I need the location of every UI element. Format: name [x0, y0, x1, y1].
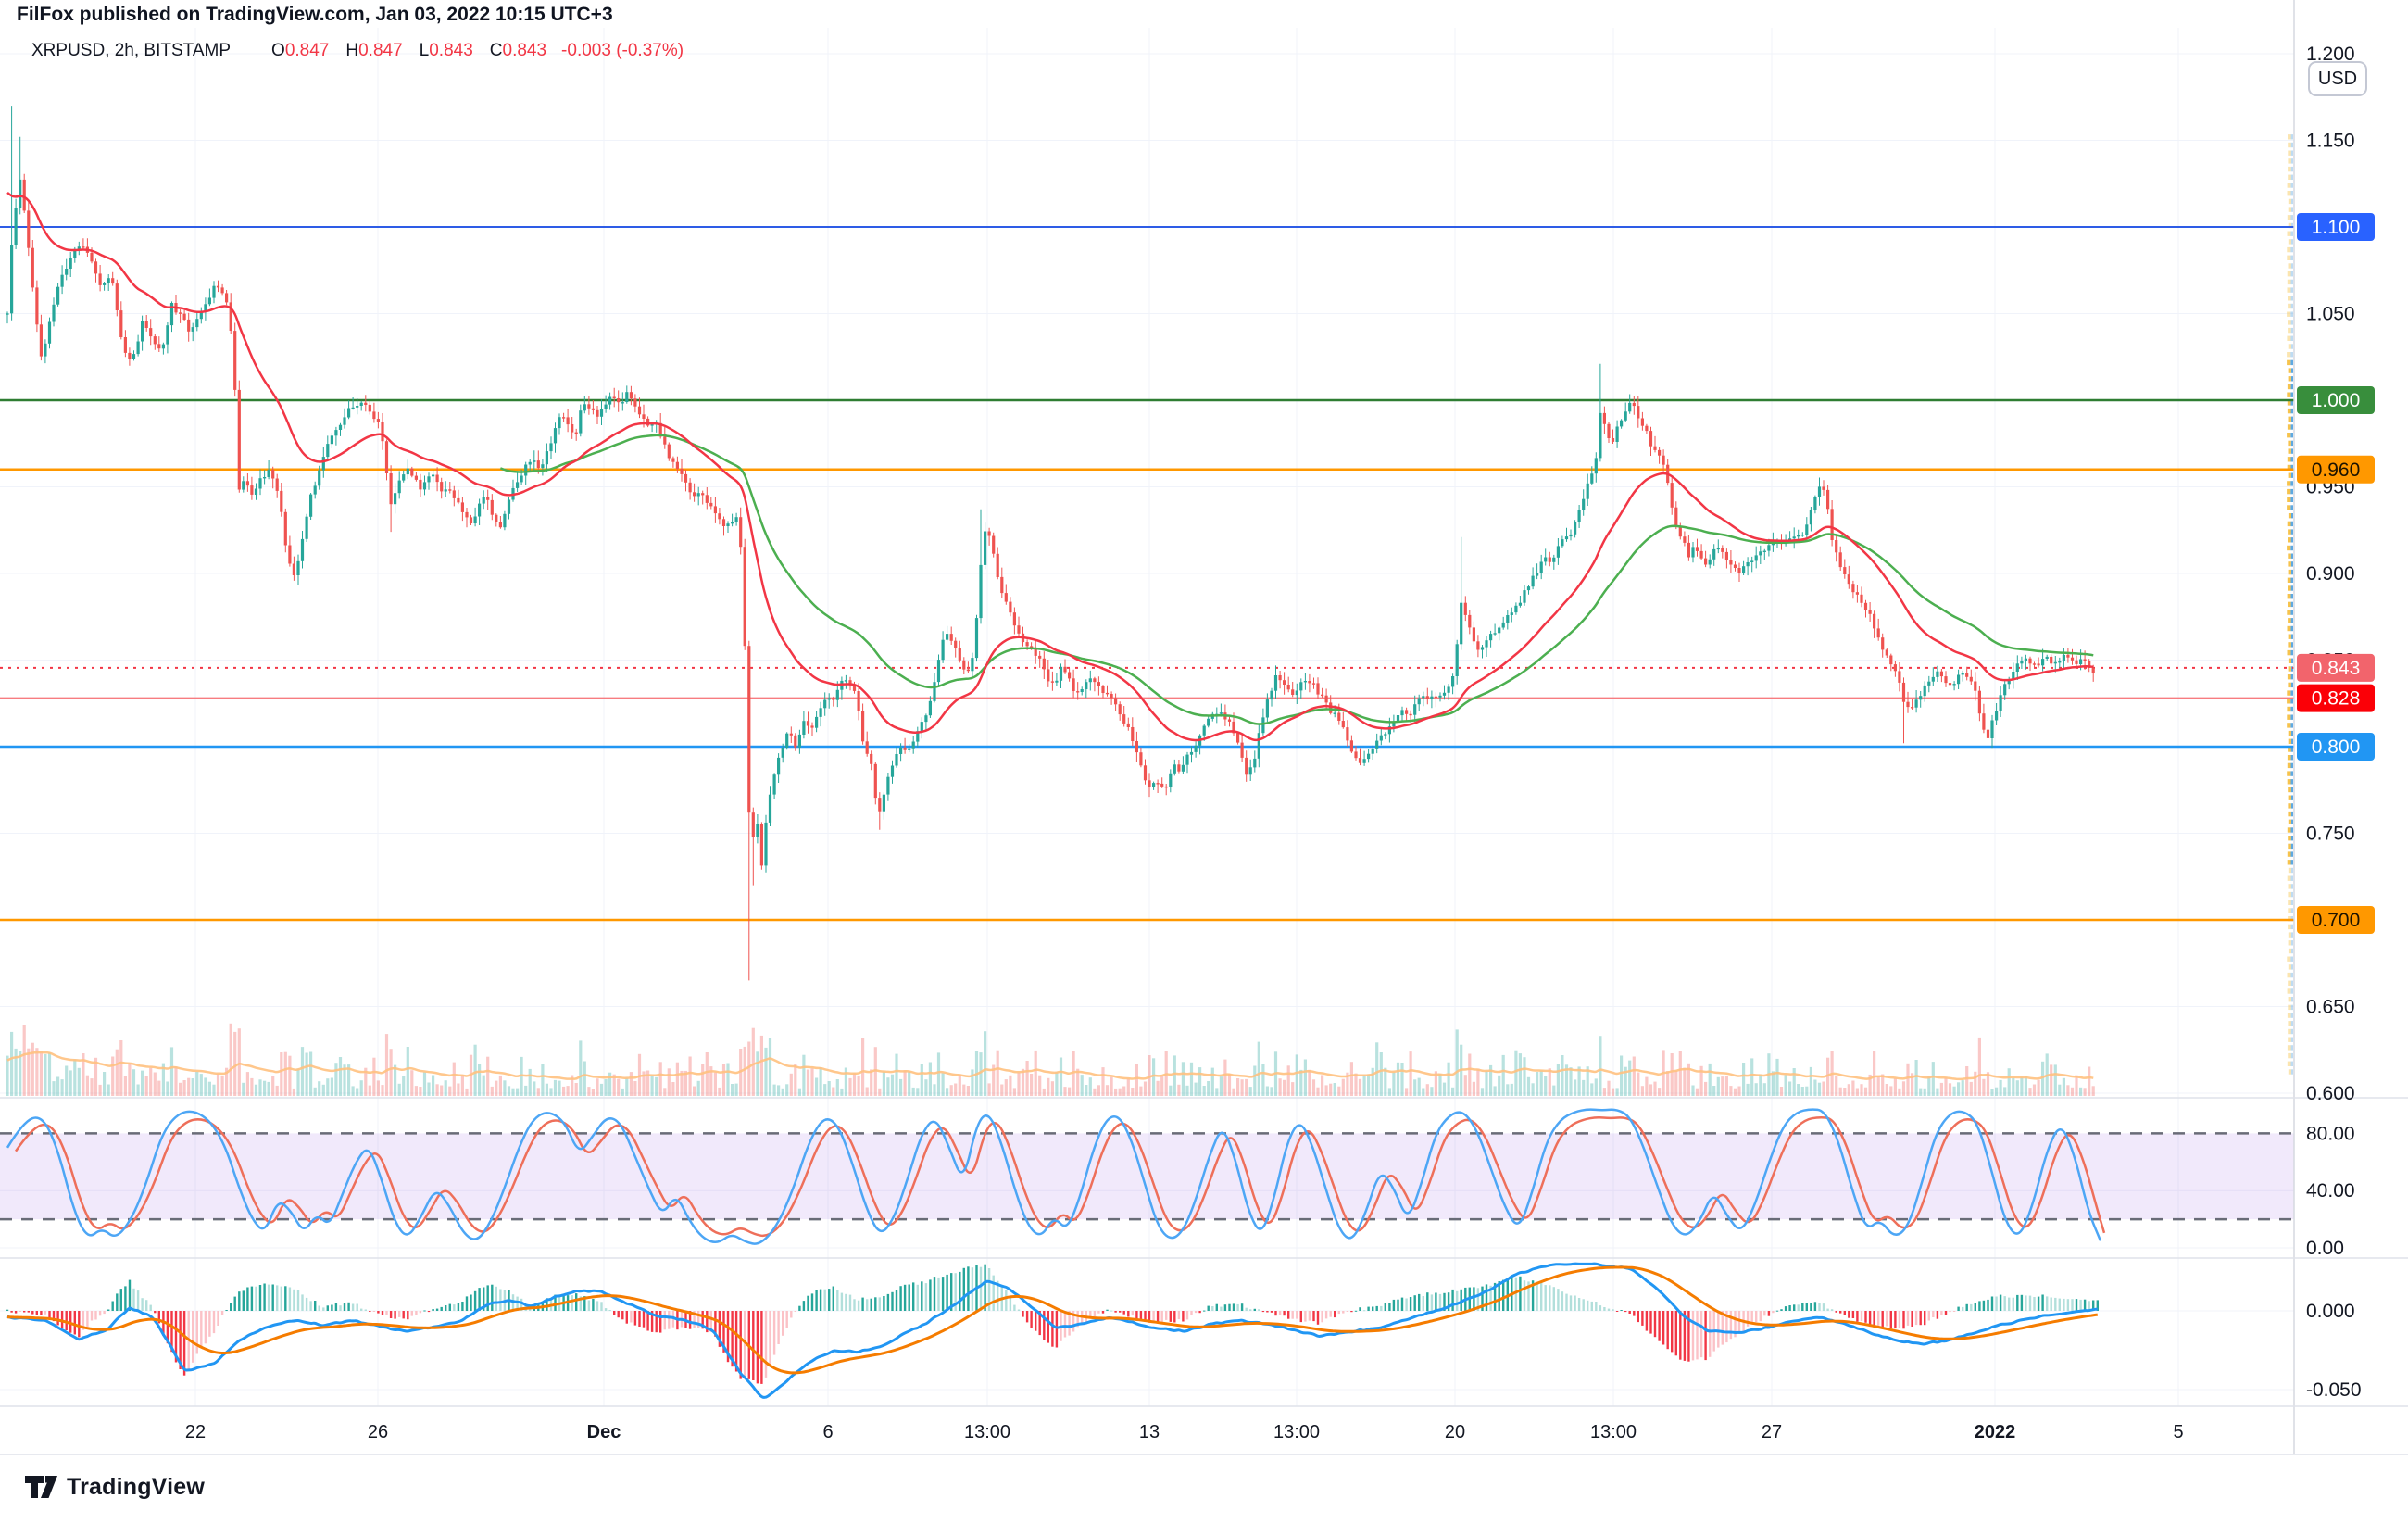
time-label-13:00[interactable]: 13:00 [1590, 1422, 1637, 1442]
time-label-13:00[interactable]: 13:00 [1273, 1422, 1320, 1442]
ma-fast-line [6, 191, 2094, 742]
axis-label-0.843: 0.843 [2297, 653, 2375, 682]
axis-label-0.700: 0.700 [2297, 906, 2375, 934]
stoch-tick: 40.00 [2306, 1180, 2355, 1202]
time-label-22[interactable]: 22 [185, 1422, 206, 1442]
low-value: 0.843 [429, 41, 473, 60]
close-value: 0.843 [502, 41, 547, 60]
change-value: -0.003 (-0.37%) [561, 41, 684, 60]
axis-label-0.800: 0.800 [2297, 733, 2375, 761]
volume-bars [6, 1023, 2095, 1097]
level-lines[interactable] [0, 226, 2294, 922]
time-label-2022[interactable]: 2022 [1975, 1422, 2016, 1442]
low-label: L [419, 41, 430, 60]
price-tick[interactable]: 1.050 [2306, 304, 2355, 325]
publish-info: FilFox published on TradingView.com, Jan… [17, 4, 613, 25]
volume-ma-line [6, 1051, 2094, 1081]
svg-text:0.828: 0.828 [2312, 688, 2361, 710]
time-label-26[interactable]: 26 [368, 1422, 388, 1442]
macd-tick: -0.050 [2306, 1379, 2362, 1401]
high-value: 0.847 [358, 41, 403, 60]
symbol-title[interactable]: XRPUSD, 2h, BITSTAMP [31, 41, 232, 60]
axis-label-0.828: 0.828 [2297, 684, 2375, 712]
moving-averages [6, 191, 2094, 742]
candles [6, 106, 2095, 981]
open-label: O [271, 41, 285, 60]
stoch-tick: 80.00 [2306, 1123, 2355, 1144]
axis-label-1.100: 1.100 [2297, 213, 2375, 241]
currency-label: USD [2317, 68, 2358, 89]
currency-toggle-button[interactable]: USD [2308, 61, 2367, 96]
axis-label-1.000: 1.000 [2297, 386, 2375, 414]
macd-signal-line [6, 1265, 2098, 1375]
stochastic-pane [0, 1108, 2294, 1245]
time-label-13:00[interactable]: 13:00 [964, 1422, 1010, 1442]
stoch-tick: 0.00 [2306, 1238, 2344, 1259]
time-label-6[interactable]: 6 [822, 1422, 833, 1442]
symbol-legend[interactable]: XRPUSD, 2h, BITSTAMP O0.847 H0.847 L0.843 C0… [31, 41, 684, 61]
high-label: H [345, 41, 359, 60]
tradingview-brand-text: TradingView [67, 1473, 206, 1500]
svg-text:1.100: 1.100 [2312, 217, 2361, 238]
tradingview-logo-icon [25, 1476, 57, 1498]
svg-text:0.700: 0.700 [2312, 910, 2361, 931]
time-label-13[interactable]: 13 [1139, 1422, 1160, 1442]
macd-pane [6, 1262, 2099, 1399]
time-label-27[interactable]: 27 [1762, 1422, 1782, 1442]
macd-line [6, 1262, 2098, 1399]
svg-text:0.800: 0.800 [2312, 736, 2361, 758]
time-label-Dec[interactable]: Dec [587, 1422, 621, 1442]
close-label: C [489, 41, 503, 60]
volume-profile [2287, 134, 2293, 1075]
price-tick[interactable]: 0.750 [2306, 824, 2355, 845]
price-tick[interactable]: 1.150 [2306, 131, 2355, 152]
svg-text:1.000: 1.000 [2312, 390, 2361, 411]
open-value: 0.847 [284, 41, 330, 60]
price-tick[interactable]: 1.200 [2306, 44, 2355, 65]
time-axis[interactable]: 22 26 Dec 6 13:00 13 13:00 20 13:00 27 2022 5 [185, 1422, 2184, 1442]
stoch-k-line [6, 1108, 2102, 1245]
tradingview-footer[interactable]: TradingView [24, 1471, 205, 1503]
price-tick[interactable]: 0.900 [2306, 563, 2355, 585]
stoch-d-line [14, 1116, 2106, 1238]
price-tick[interactable]: 0.600 [2306, 1083, 2355, 1104]
svg-text:0.960: 0.960 [2312, 459, 2361, 481]
time-label-5[interactable]: 5 [2173, 1422, 2183, 1442]
price-tick[interactable]: 0.650 [2306, 997, 2355, 1018]
macd-tick: 0.000 [2306, 1301, 2355, 1322]
svg-text:0.843: 0.843 [2312, 658, 2361, 679]
axis-label-0.960: 0.960 [2297, 455, 2375, 484]
time-label-20[interactable]: 20 [1445, 1422, 1465, 1442]
ma-slow-line [499, 434, 2094, 725]
